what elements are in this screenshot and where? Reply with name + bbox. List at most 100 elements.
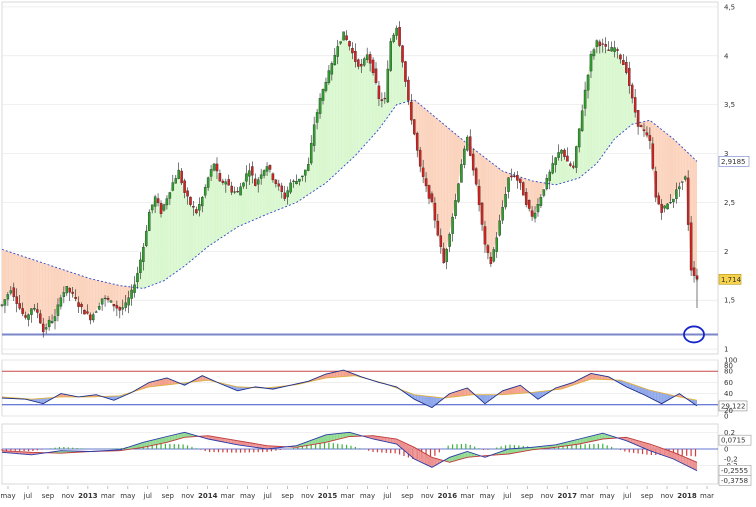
macd-band bbox=[384, 437, 387, 442]
macd-band bbox=[604, 433, 606, 439]
osc-band bbox=[536, 391, 538, 400]
macd-band bbox=[638, 440, 640, 447]
macd-histogram-bar bbox=[615, 448, 617, 449]
price-ma-band bbox=[371, 66, 374, 138]
macd-band bbox=[399, 440, 402, 448]
osc-band bbox=[156, 380, 159, 387]
macd-band bbox=[549, 445, 552, 448]
candle bbox=[24, 315, 27, 318]
candle bbox=[330, 63, 334, 75]
panel-frame bbox=[1, 359, 719, 417]
osc-band bbox=[483, 394, 485, 404]
macd-histogram-bar bbox=[390, 449, 392, 454]
price-ma-band bbox=[206, 178, 209, 248]
osc-band bbox=[667, 394, 670, 401]
osc-band bbox=[162, 378, 164, 386]
macd-histogram-bar bbox=[513, 445, 516, 449]
candle bbox=[374, 68, 378, 83]
osc-band bbox=[593, 374, 596, 380]
macd-value-box bbox=[718, 475, 752, 486]
price-ma-band bbox=[16, 254, 19, 305]
macd-histogram-bar bbox=[111, 448, 114, 449]
osc-band bbox=[202, 375, 204, 381]
candle bbox=[292, 180, 295, 182]
macd-histogram-bar bbox=[359, 448, 361, 449]
osc-band bbox=[322, 374, 325, 379]
price-ma-band bbox=[264, 167, 266, 216]
price-ma-band bbox=[78, 274, 81, 307]
candle bbox=[513, 175, 516, 177]
price-ma-band bbox=[234, 191, 237, 229]
macd-histogram-bar bbox=[677, 449, 679, 456]
price-ma-band bbox=[281, 192, 284, 209]
price-ma-band bbox=[6, 250, 8, 297]
price-ma-band bbox=[349, 46, 351, 161]
osc-band bbox=[426, 396, 428, 406]
candle bbox=[50, 320, 54, 324]
candle bbox=[97, 306, 101, 310]
macd-band bbox=[551, 445, 553, 448]
osc-band bbox=[35, 398, 38, 403]
macd-band bbox=[393, 438, 396, 444]
macd-band bbox=[632, 439, 634, 444]
osc-band bbox=[599, 375, 602, 380]
osc-band bbox=[652, 390, 655, 400]
candle bbox=[492, 249, 496, 262]
price-ma-band bbox=[588, 64, 590, 171]
candle bbox=[118, 307, 122, 311]
price-ma-band bbox=[627, 77, 630, 128]
osc-band bbox=[579, 378, 581, 384]
price-ma-band bbox=[24, 256, 26, 320]
candle bbox=[430, 193, 434, 203]
macd-band bbox=[589, 436, 591, 442]
macd-band bbox=[233, 439, 235, 445]
candle bbox=[345, 35, 348, 40]
price-ma-band bbox=[537, 181, 540, 205]
candle bbox=[259, 174, 263, 179]
macd-band bbox=[269, 445, 272, 449]
macd-band bbox=[227, 438, 229, 444]
price-ma-band bbox=[530, 180, 533, 218]
candle bbox=[486, 245, 490, 253]
price-ma-band bbox=[228, 185, 231, 233]
macd-histogram-bar bbox=[297, 447, 299, 449]
macd-band bbox=[211, 436, 213, 440]
macd-histogram-bar bbox=[451, 444, 454, 449]
macd-band bbox=[150, 440, 153, 446]
macd-band bbox=[163, 436, 166, 443]
macd-band bbox=[333, 433, 335, 441]
macd-signal-line bbox=[1, 435, 698, 463]
macd-band bbox=[324, 434, 326, 443]
price-ma-band bbox=[202, 192, 204, 252]
x-tick-label: 2013 bbox=[78, 492, 98, 500]
macd-histogram-bar bbox=[169, 443, 171, 449]
macd-band bbox=[588, 436, 590, 443]
price-ma-band bbox=[97, 280, 100, 308]
macd-band bbox=[571, 440, 574, 446]
price-ma-band bbox=[40, 262, 42, 327]
osc-band bbox=[451, 392, 453, 398]
candle bbox=[557, 152, 560, 158]
price-ma-band bbox=[261, 171, 263, 217]
price-ma-band bbox=[368, 57, 371, 141]
candle bbox=[598, 41, 602, 47]
macd-histogram-bar bbox=[694, 449, 697, 457]
macd-band bbox=[652, 445, 655, 453]
price-ma-band bbox=[489, 161, 491, 264]
candle bbox=[339, 41, 342, 44]
macd-band bbox=[314, 438, 316, 445]
price-ma-band bbox=[169, 186, 172, 277]
price-ma-band bbox=[72, 272, 75, 298]
candle bbox=[224, 181, 228, 185]
macd-band bbox=[239, 440, 241, 446]
candle bbox=[407, 79, 410, 101]
price-ma-band bbox=[614, 47, 617, 139]
osc-band bbox=[455, 391, 457, 397]
macd-band bbox=[521, 447, 524, 452]
macd-band bbox=[381, 436, 384, 442]
candle bbox=[421, 167, 425, 177]
x-tick-label: mar bbox=[221, 492, 235, 500]
osc-band bbox=[420, 395, 422, 403]
osc-band bbox=[636, 385, 639, 393]
price-ma-band bbox=[592, 48, 594, 167]
